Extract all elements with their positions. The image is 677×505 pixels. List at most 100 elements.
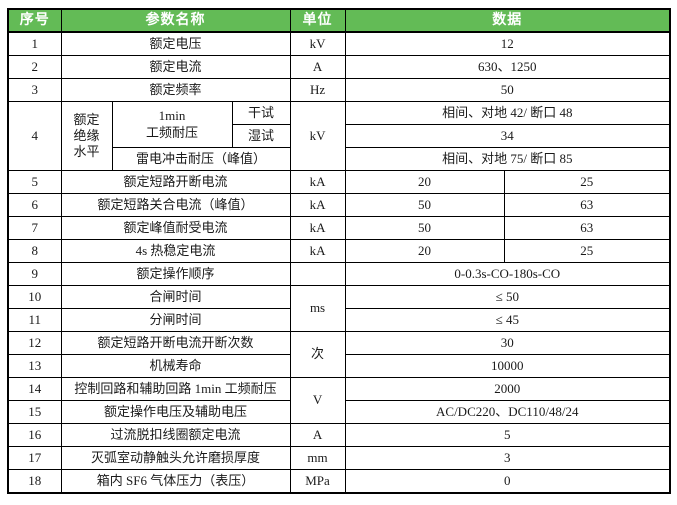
param-name: 额定操作顺序 bbox=[60, 262, 291, 286]
table-row: 雷电冲击耐压（峰值） 相间、对地 75/ 断口 85 bbox=[8, 147, 671, 171]
row-no: 7 bbox=[7, 216, 62, 240]
row-no: 1 bbox=[7, 31, 62, 56]
param-name: 额定短路开断电流 bbox=[60, 170, 291, 194]
unit-cell: MPa bbox=[289, 469, 346, 494]
table-row: 11 分闸时间 ≤ 45 bbox=[7, 308, 671, 332]
unit-cell: kV bbox=[289, 101, 346, 171]
param-name: 灭弧室动静触头允许磨损厚度 bbox=[60, 446, 291, 470]
table-row: 8 4s 热稳定电流 kA 20 25 bbox=[7, 239, 671, 263]
data-cell: 10000 bbox=[344, 354, 671, 378]
data-cell: 3 bbox=[344, 446, 671, 470]
unit-cell: 次 bbox=[289, 331, 346, 378]
row-no: 13 bbox=[7, 354, 62, 378]
table-row: 2 额定电流 A 630、1250 bbox=[7, 55, 671, 79]
data-cell: 50 bbox=[344, 216, 505, 240]
data-cell: 相间、对地 42/ 断口 48 bbox=[344, 101, 671, 125]
table-row: 17 灭弧室动静触头允许磨损厚度 mm 3 bbox=[7, 446, 671, 470]
table-row: 5 额定短路开断电流 kA 20 25 bbox=[7, 170, 671, 194]
unit-cell: ms bbox=[289, 285, 346, 332]
row-no: 11 bbox=[7, 308, 62, 332]
table-row: 7 额定峰值耐受电流 kA 50 63 bbox=[7, 216, 671, 240]
row-no: 4 bbox=[7, 101, 62, 171]
row-no: 14 bbox=[7, 377, 62, 401]
param-group-name: 额定 绝缘 水平 bbox=[60, 101, 113, 171]
data-cell: 20 bbox=[344, 170, 505, 194]
data-cell: ≤ 50 bbox=[344, 285, 671, 309]
header-col-unit: 单位 bbox=[289, 8, 346, 33]
unit-cell: A bbox=[289, 55, 346, 79]
param-name: 分闸时间 bbox=[60, 308, 291, 332]
param-sub-name: 雷电冲击耐压（峰值） bbox=[111, 147, 291, 171]
unit-cell: kA bbox=[289, 216, 346, 240]
row-no: 17 bbox=[7, 446, 62, 470]
row-no: 12 bbox=[7, 331, 62, 355]
table-row: 湿试 34 bbox=[8, 124, 671, 148]
table-row: 3 额定频率 Hz 50 bbox=[7, 78, 671, 102]
table-row: 18 箱内 SF6 气体压力（表压） MPa 0 bbox=[7, 469, 671, 494]
param-name: 额定短路关合电流（峰值） bbox=[60, 193, 291, 217]
header-col-no: 序号 bbox=[7, 8, 62, 33]
data-cell: 630、1250 bbox=[344, 55, 671, 79]
spec-table: 序号 参数名称 单位 数据 1 额定电压 kV 12 2 额定电流 A 630、… bbox=[7, 8, 672, 494]
data-cell: ≤ 45 bbox=[344, 308, 671, 332]
data-cell: 25 bbox=[503, 170, 671, 194]
unit-cell: kA bbox=[289, 170, 346, 194]
param-sub-name: 1min 工频耐压 bbox=[111, 101, 233, 148]
data-cell: 5 bbox=[344, 423, 671, 447]
table-row: 4 额定 绝缘 水平 1min 工频耐压 干试 kV 相间、对地 42/ 断口 … bbox=[7, 101, 671, 171]
row-no: 2 bbox=[7, 55, 62, 79]
unit-cell bbox=[289, 262, 346, 286]
row-no: 6 bbox=[7, 193, 62, 217]
data-cell: 0-0.3s-CO-180s-CO bbox=[344, 262, 671, 286]
data-cell: 2000 bbox=[344, 377, 671, 401]
header-col-param: 参数名称 bbox=[60, 8, 291, 33]
data-cell: 63 bbox=[503, 216, 671, 240]
unit-cell: mm bbox=[289, 446, 346, 470]
param-name: 控制回路和辅助回路 1min 工频耐压 bbox=[60, 377, 291, 401]
header-row: 序号 参数名称 单位 数据 bbox=[7, 8, 671, 33]
unit-cell: Hz bbox=[289, 78, 346, 102]
header-col-data: 数据 bbox=[344, 8, 671, 33]
table-row: 6 额定短路关合电流（峰值） kA 50 63 bbox=[7, 193, 671, 217]
unit-cell: kV bbox=[289, 31, 346, 56]
unit-cell: V bbox=[289, 377, 346, 424]
param-name: 4s 热稳定电流 bbox=[60, 239, 291, 263]
table-row: 15 额定操作电压及辅助电压 AC/DC220、DC110/48/24 bbox=[7, 400, 671, 424]
data-cell: 0 bbox=[344, 469, 671, 494]
param-name: 额定频率 bbox=[60, 78, 291, 102]
param-name: 机械寿命 bbox=[60, 354, 291, 378]
param-name: 箱内 SF6 气体压力（表压） bbox=[60, 469, 291, 494]
param-name: 额定短路开断电流开断次数 bbox=[60, 331, 291, 355]
param-sub-condition: 湿试 bbox=[231, 124, 291, 148]
param-name: 合闸时间 bbox=[60, 285, 291, 309]
table-row: 10 合闸时间 ms ≤ 50 bbox=[7, 285, 671, 332]
param-name: 过流脱扣线圈额定电流 bbox=[60, 423, 291, 447]
unit-cell: kA bbox=[289, 193, 346, 217]
row-no: 9 bbox=[7, 262, 62, 286]
table-row: 14 控制回路和辅助回路 1min 工频耐压 V 2000 bbox=[7, 377, 671, 424]
data-cell: 30 bbox=[344, 331, 671, 355]
data-cell: 34 bbox=[344, 124, 671, 148]
table-row: 1 额定电压 kV 12 bbox=[7, 31, 671, 56]
unit-cell: A bbox=[289, 423, 346, 447]
data-cell: 12 bbox=[344, 31, 671, 56]
param-name: 额定峰值耐受电流 bbox=[60, 216, 291, 240]
row-no: 15 bbox=[7, 400, 62, 424]
row-no: 18 bbox=[7, 469, 62, 494]
param-name: 额定电流 bbox=[60, 55, 291, 79]
row-no: 10 bbox=[7, 285, 62, 309]
data-cell: 20 bbox=[344, 239, 505, 263]
data-cell: 50 bbox=[344, 78, 671, 102]
data-cell: AC/DC220、DC110/48/24 bbox=[344, 400, 671, 424]
row-no: 16 bbox=[7, 423, 62, 447]
row-no: 8 bbox=[7, 239, 62, 263]
table-row: 16 过流脱扣线圈额定电流 A 5 bbox=[7, 423, 671, 447]
data-cell: 25 bbox=[503, 239, 671, 263]
param-sub-condition: 干试 bbox=[231, 101, 291, 125]
data-cell: 50 bbox=[344, 193, 505, 217]
table-row: 12 额定短路开断电流开断次数 次 30 bbox=[7, 331, 671, 378]
data-cell: 相间、对地 75/ 断口 85 bbox=[344, 147, 671, 171]
unit-cell: kA bbox=[289, 239, 346, 263]
row-no: 3 bbox=[7, 78, 62, 102]
